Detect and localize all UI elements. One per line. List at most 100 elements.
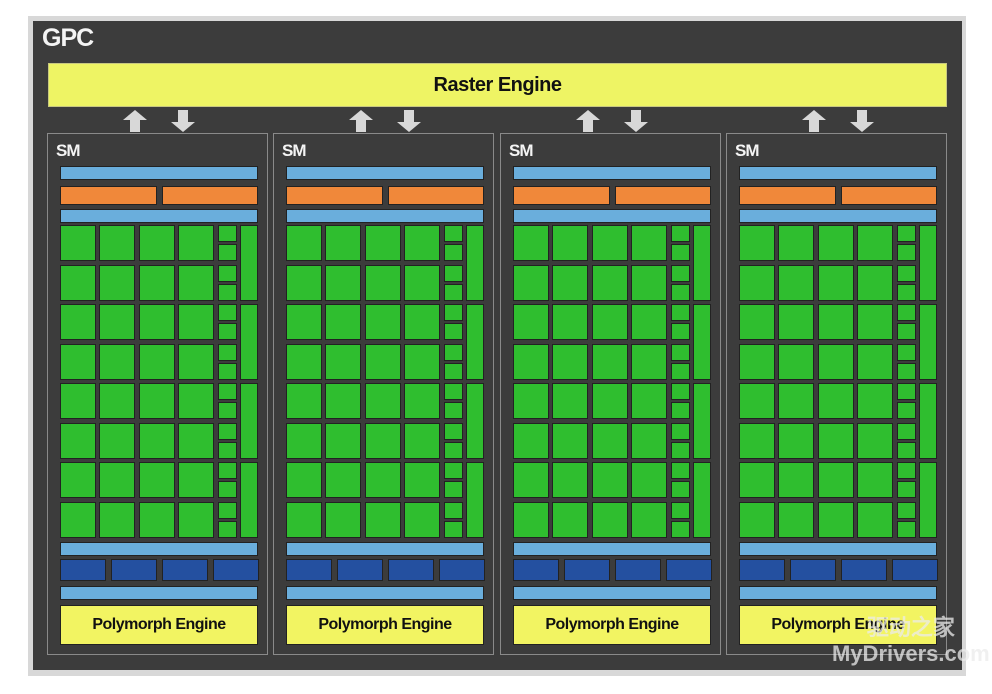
- ld-st-unit: [897, 343, 916, 361]
- up-arrow-icon: [576, 110, 600, 132]
- cuda-core: [365, 501, 401, 538]
- cuda-core: [552, 422, 588, 459]
- ld-st-unit: [671, 323, 690, 340]
- register-file: [513, 209, 711, 223]
- ld-st-unit: [897, 362, 916, 380]
- cuda-core: [818, 501, 854, 538]
- cuda-core: [60, 225, 96, 261]
- ld-st-unit: [218, 402, 237, 419]
- cuda-core: [857, 304, 893, 340]
- cuda-core: [857, 264, 893, 301]
- cuda-core: [592, 422, 628, 459]
- cuda-core: [818, 264, 854, 301]
- cuda-core: [592, 225, 628, 261]
- ld-st-unit: [218, 462, 237, 479]
- ld-st-unit: [218, 481, 237, 498]
- cuda-core: [404, 225, 440, 261]
- cuda-core: [778, 343, 814, 380]
- ld-st-unit: [671, 264, 690, 282]
- ld-st-unit: [218, 264, 237, 282]
- watermark: 驱动之家 MyDrivers.com: [832, 615, 990, 667]
- cuda-core: [592, 343, 628, 380]
- ld-st-unit: [671, 244, 690, 261]
- cuda-core: [552, 225, 588, 261]
- cuda-core: [513, 383, 549, 419]
- cuda-core: [778, 264, 814, 301]
- ld-st-unit: [444, 422, 463, 440]
- cuda-core: [178, 501, 214, 538]
- down-arrow-icon: [850, 110, 874, 132]
- up-arrow-icon: [349, 110, 373, 132]
- polymorph-engine: Polymorph Engine: [60, 605, 258, 645]
- warp-scheduler: [739, 186, 836, 205]
- ld-st-unit: [897, 402, 916, 419]
- ld-st-unit: [897, 225, 916, 242]
- texture-unit: [841, 559, 887, 581]
- cuda-core: [552, 304, 588, 340]
- cuda-core: [99, 462, 135, 498]
- cuda-core: [513, 304, 549, 340]
- sfu-unit: [693, 304, 711, 380]
- ld-st-unit: [218, 362, 237, 380]
- cuda-core: [139, 383, 175, 419]
- cuda-core: [513, 343, 549, 380]
- cuda-core: [818, 422, 854, 459]
- sfu-unit: [919, 383, 937, 459]
- texture-unit: [790, 559, 836, 581]
- cuda-core: [513, 422, 549, 459]
- ld-st-unit: [444, 441, 463, 459]
- ld-st-unit: [444, 264, 463, 282]
- ld-st-unit: [444, 362, 463, 380]
- cuda-core: [631, 225, 667, 261]
- cuda-core: [178, 462, 214, 498]
- cuda-core: [778, 422, 814, 459]
- sm-block: SM Polymorph Engine: [273, 133, 494, 655]
- ld-st-unit: [218, 520, 237, 538]
- cuda-core: [513, 264, 549, 301]
- texture-unit: [615, 559, 661, 581]
- sfu-unit: [466, 462, 484, 538]
- cuda-core: [857, 501, 893, 538]
- ld-st-unit: [671, 441, 690, 459]
- instruction-cache: [739, 166, 937, 180]
- ld-st-unit: [218, 422, 237, 440]
- warp-scheduler: [615, 186, 711, 205]
- cuda-core: [778, 225, 814, 261]
- up-arrow-icon: [123, 110, 147, 132]
- register-file: [739, 209, 937, 223]
- interconnect: [739, 542, 937, 556]
- cuda-core: [739, 304, 775, 340]
- cuda-core: [286, 383, 322, 419]
- texture-unit: [60, 559, 106, 581]
- ld-st-unit: [444, 343, 463, 361]
- cuda-core: [552, 383, 588, 419]
- ld-st-unit: [671, 362, 690, 380]
- ld-st-unit: [897, 244, 916, 261]
- cuda-core: [404, 462, 440, 498]
- cuda-core: [60, 304, 96, 340]
- warp-scheduler: [286, 186, 383, 205]
- cuda-core: [99, 383, 135, 419]
- sm-block: SM Polymorph Engine: [47, 133, 268, 655]
- ld-st-unit: [218, 501, 237, 519]
- polymorph-engine: Polymorph Engine: [739, 605, 937, 645]
- ld-st-unit: [218, 225, 237, 242]
- watermark-en: MyDrivers.com: [832, 641, 990, 666]
- cuda-core: [60, 264, 96, 301]
- cuda-core: [739, 264, 775, 301]
- sm-label: SM: [282, 141, 306, 160]
- cuda-core: [60, 501, 96, 538]
- cuda-core: [552, 462, 588, 498]
- cuda-core: [325, 264, 361, 301]
- ld-st-unit: [444, 402, 463, 419]
- cuda-core: [778, 304, 814, 340]
- ld-st-unit: [897, 520, 916, 538]
- ld-st-unit: [218, 323, 237, 340]
- cuda-core: [365, 462, 401, 498]
- polymorph-engine: Polymorph Engine: [513, 605, 711, 645]
- cuda-core: [739, 422, 775, 459]
- ld-st-unit: [671, 402, 690, 419]
- ld-st-unit: [671, 225, 690, 242]
- ld-st-unit: [897, 383, 916, 400]
- cuda-core: [365, 343, 401, 380]
